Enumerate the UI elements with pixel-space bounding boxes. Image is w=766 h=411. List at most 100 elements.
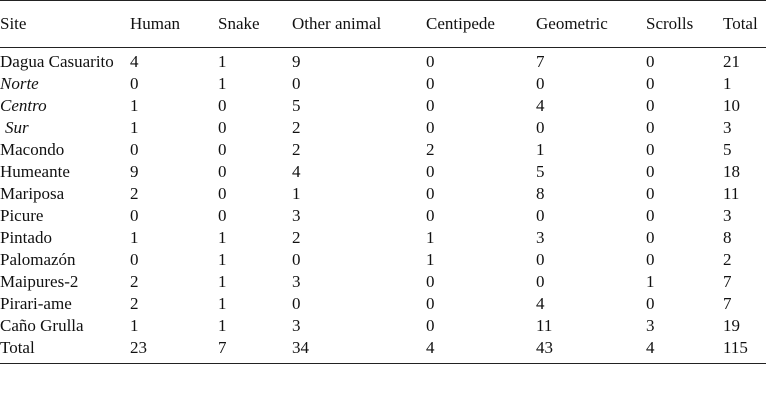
- value-cell: 0: [646, 74, 655, 93]
- value-cell: 0: [646, 140, 655, 159]
- value-cell: 8: [723, 228, 732, 247]
- value-cell: 0: [646, 162, 655, 181]
- table-row: Caño Grulla 1 1 3 0 11 3 19: [0, 315, 766, 337]
- table-row: Pirari-ame 2 1 0 0 4 0 7: [0, 293, 766, 315]
- site-cell: Pintado: [0, 228, 52, 247]
- site-cell: Humeante: [0, 162, 70, 181]
- value-cell: 1: [218, 228, 227, 247]
- value-cell: 18: [723, 162, 740, 181]
- table-header: Site Human Snake Other animal Centipede …: [0, 0, 766, 48]
- value-cell: 21: [723, 52, 740, 71]
- value-cell: 1: [426, 228, 435, 247]
- value-cell: 1: [218, 316, 227, 335]
- site-cell: Palomazón: [0, 250, 76, 269]
- value-cell: 2: [130, 272, 139, 291]
- value-cell: 0: [426, 184, 435, 203]
- value-cell: 0: [426, 272, 435, 291]
- value-cell: 2: [426, 140, 435, 159]
- col-header-geometric: Geometric: [536, 0, 646, 48]
- value-cell: 3: [723, 206, 732, 225]
- value-cell: 4: [646, 337, 723, 364]
- value-cell: 4: [536, 96, 545, 115]
- value-cell: 2: [723, 250, 732, 269]
- site-cell: Pirari-ame: [0, 294, 72, 313]
- table-body: Dagua Casuarito 4 1 9 0 7 0 21 Norte 0 1 0 0 0 0 1 Centr…: [0, 48, 766, 364]
- value-cell: 0: [646, 294, 655, 313]
- value-cell: 0: [426, 96, 435, 115]
- col-header-other-animal: Other animal: [292, 0, 426, 48]
- value-cell: 0: [646, 118, 655, 137]
- value-cell: 0: [218, 118, 227, 137]
- value-cell: 0: [646, 184, 655, 203]
- col-header-site: Site: [0, 0, 130, 48]
- value-cell: 5: [723, 140, 732, 159]
- value-cell: 0: [130, 250, 139, 269]
- value-cell: 1: [218, 250, 227, 269]
- value-cell: 0: [426, 316, 435, 335]
- site-cell: Centro: [0, 96, 47, 115]
- value-cell: 0: [218, 162, 227, 181]
- value-cell: 1: [218, 74, 227, 93]
- value-cell: 0: [646, 52, 655, 71]
- site-cell: Total: [0, 337, 130, 364]
- value-cell: 0: [646, 96, 655, 115]
- value-cell: 2: [292, 140, 301, 159]
- value-cell: 0: [218, 206, 227, 225]
- value-cell: 1: [218, 294, 227, 313]
- table-row: Pintado 1 1 2 1 3 0 8: [0, 227, 766, 249]
- table-row: Total 23 7 34 4 43 4 115: [0, 337, 766, 364]
- header-row: Site Human Snake Other animal Centipede …: [0, 0, 766, 48]
- value-cell: 1: [646, 272, 655, 291]
- value-cell: 9: [292, 52, 301, 71]
- table-row: Centro 1 0 5 0 4 0 10: [0, 95, 766, 117]
- value-cell: 2: [292, 228, 301, 247]
- value-cell: 4: [292, 162, 301, 181]
- value-cell: 0: [426, 206, 435, 225]
- table-row: Palomazón 0 1 0 1 0 0 2: [0, 249, 766, 271]
- table-row: Humeante 9 0 4 0 5 0 18: [0, 161, 766, 183]
- value-cell: 9: [130, 162, 139, 181]
- data-table: Site Human Snake Other animal Centipede …: [0, 0, 766, 364]
- value-cell: 1: [218, 272, 227, 291]
- value-cell: 1: [218, 52, 227, 71]
- table-row: Norte 0 1 0 0 0 0 1: [0, 73, 766, 95]
- value-cell: 0: [218, 140, 227, 159]
- value-cell: 0: [292, 294, 301, 313]
- value-cell: 1: [723, 74, 732, 93]
- value-cell: 0: [426, 162, 435, 181]
- value-cell: 0: [426, 294, 435, 313]
- value-cell: 0: [218, 184, 227, 203]
- site-cell: Macondo: [0, 140, 65, 159]
- value-cell: 7: [218, 337, 292, 364]
- value-cell: 3: [536, 228, 545, 247]
- value-cell: 43: [536, 337, 646, 364]
- value-cell: 11: [723, 184, 740, 203]
- col-header-total: Total: [723, 0, 766, 48]
- value-cell: 3: [292, 272, 301, 291]
- value-cell: 7: [723, 272, 732, 291]
- table-row: Sur 1 0 2 0 0 0 3: [0, 117, 766, 139]
- value-cell: 7: [536, 52, 545, 71]
- table-row: Mariposa 2 0 1 0 8 0 11: [0, 183, 766, 205]
- value-cell: 0: [536, 74, 545, 93]
- value-cell: 1: [536, 140, 545, 159]
- table-row: Picure 0 0 3 0 0 0 3: [0, 205, 766, 227]
- col-header-human: Human: [130, 0, 218, 48]
- value-cell: 1: [130, 316, 139, 335]
- site-cell: Norte: [0, 74, 39, 93]
- value-cell: 4: [130, 52, 139, 71]
- value-cell: 11: [536, 316, 553, 335]
- value-cell: 34: [292, 337, 426, 364]
- value-cell: 4: [536, 294, 545, 313]
- table-row: Macondo 0 0 2 2 1 0 5: [0, 139, 766, 161]
- value-cell: 1: [130, 118, 139, 137]
- value-cell: 0: [536, 250, 545, 269]
- value-cell: 2: [130, 294, 139, 313]
- value-cell: 0: [130, 206, 139, 225]
- value-cell: 7: [723, 294, 732, 313]
- value-cell: 3: [292, 316, 301, 335]
- col-header-scrolls: Scrolls: [646, 0, 723, 48]
- value-cell: 2: [130, 184, 139, 203]
- value-cell: 1: [130, 228, 139, 247]
- site-cell: Sur: [5, 118, 29, 137]
